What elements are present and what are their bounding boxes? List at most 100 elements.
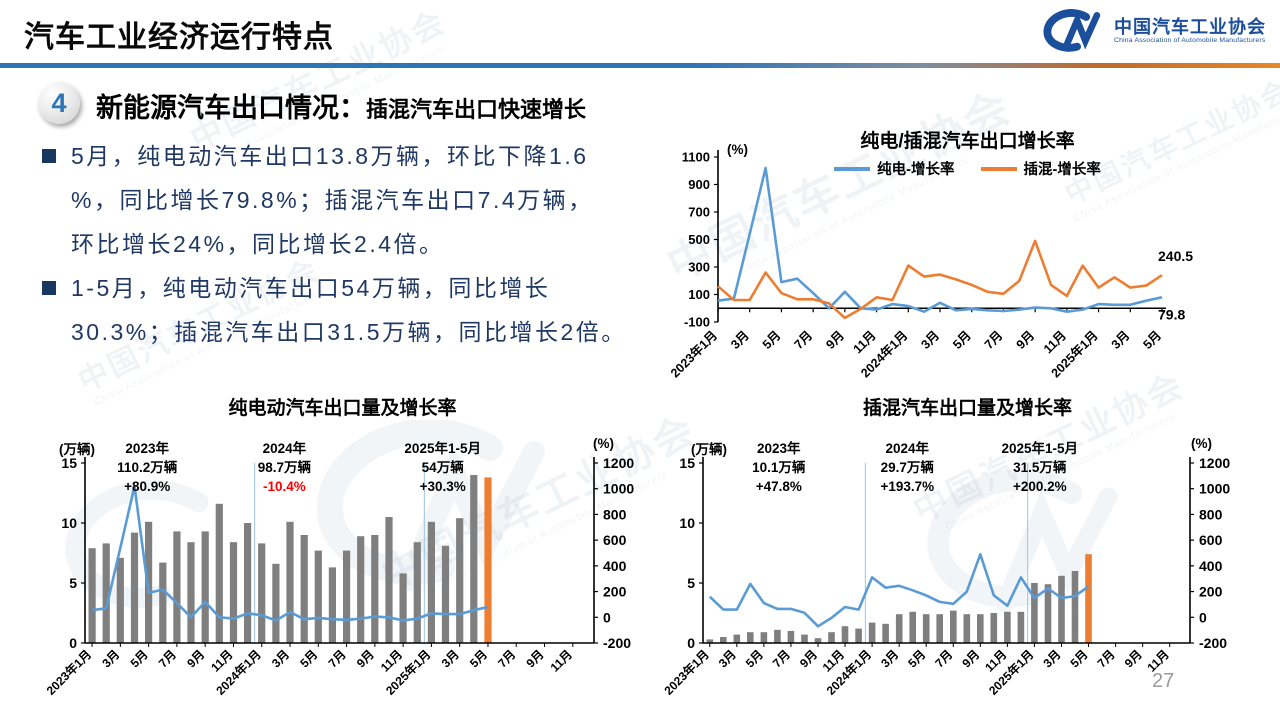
svg-text:-200: -200	[1199, 635, 1227, 651]
svg-text:-200: -200	[603, 635, 631, 651]
svg-text:0: 0	[687, 635, 695, 651]
svg-text:7月: 7月	[495, 647, 518, 670]
svg-text:7月: 7月	[982, 328, 1006, 352]
chart-growth-lines: 纯电/插混汽车出口增长率 纯电-增长率 插混-增长率 (%) 1100 900 70…	[655, 124, 1280, 392]
axis-unit-label: (万辆)	[691, 442, 727, 457]
svg-text:9月: 9月	[524, 647, 547, 670]
svg-text:2024年: 2024年	[886, 440, 930, 456]
axis-unit-label: (%)	[1191, 436, 1212, 451]
section-subtitle: 插混汽车出口快速增长	[366, 97, 587, 122]
svg-text:1200: 1200	[603, 455, 634, 471]
svg-text:-10.4%: -10.4%	[263, 479, 306, 494]
svg-text:9月: 9月	[1122, 647, 1145, 670]
org-name-cn: 中国汽车工业协会	[1114, 16, 1266, 37]
legend-item-phev: 插混-增长率	[980, 158, 1101, 179]
svg-text:7月: 7月	[1095, 647, 1118, 670]
svg-text:5月: 5月	[1068, 647, 1091, 670]
svg-text:9月: 9月	[184, 647, 207, 670]
svg-text:15: 15	[61, 455, 77, 471]
svg-text:0: 0	[603, 609, 611, 625]
svg-text:7月: 7月	[792, 328, 816, 352]
svg-text:3月: 3月	[1109, 328, 1133, 352]
svg-text:5月: 5月	[743, 647, 766, 670]
svg-text:+80.9%: +80.9%	[124, 479, 170, 494]
svg-text:9月: 9月	[823, 328, 847, 352]
list-item: 5月，纯电动汽车出口13.8万辆，环比下降1.6 %，同比增长79.8%；插混汽…	[42, 134, 648, 266]
chart-bev-exports: 纯电动汽车出口量及增长率 (万辆) (%) 15 10 5 0 1200 1000 800 6…	[35, 391, 650, 719]
svg-text:1000: 1000	[603, 481, 634, 497]
svg-text:2023年: 2023年	[125, 440, 169, 456]
svg-text:900: 900	[688, 177, 710, 192]
svg-text:98.7万辆: 98.7万辆	[258, 459, 312, 475]
svg-text:800: 800	[603, 506, 627, 522]
svg-text:+200.2%: +200.2%	[1013, 479, 1067, 494]
svg-text:11月: 11月	[1041, 328, 1069, 356]
svg-text:2024年: 2024年	[263, 440, 307, 456]
section-heading: 新能源汽车出口情况： 插混汽车出口快速增长	[96, 86, 586, 125]
svg-text:10: 10	[61, 515, 77, 531]
chart-title: 插混汽车出口量及增长率	[862, 398, 1072, 419]
svg-text:2023年: 2023年	[757, 440, 801, 456]
svg-text:2025年1-5月: 2025年1-5月	[404, 440, 481, 456]
svg-text:10: 10	[679, 515, 695, 531]
svg-text:5月: 5月	[467, 647, 490, 670]
page-title: 汽车工业经济运行特点	[24, 21, 334, 54]
page-number: 27	[1152, 670, 1175, 692]
section-title: 新能源汽车出口情况：	[96, 93, 366, 123]
bullet-line: %，同比增长79.8%；插混汽车出口7.4万辆，	[71, 187, 594, 213]
svg-text:3月: 3月	[728, 328, 752, 352]
axis-unit-label: (万辆)	[59, 442, 95, 457]
svg-text:9月: 9月	[959, 647, 982, 670]
svg-text:11月: 11月	[548, 647, 575, 674]
svg-text:3月: 3月	[878, 647, 901, 670]
chart-legend: 纯电-增长率 插混-增长率	[655, 158, 1280, 179]
bullet-line: 1-5月，纯电动汽车出口54万辆，同比增长	[71, 275, 551, 301]
svg-text:0: 0	[69, 635, 77, 651]
svg-text:2023年1月: 2023年1月	[667, 328, 720, 381]
svg-text:3月: 3月	[716, 647, 739, 670]
svg-text:3月: 3月	[1041, 647, 1064, 670]
bullet-line: 30.3%；插混汽车出口31.5万辆，同比增长2倍。	[71, 319, 627, 345]
svg-text:800: 800	[1199, 506, 1223, 522]
svg-text:5月: 5月	[297, 647, 320, 670]
bullet-square-icon	[42, 149, 56, 163]
svg-text:3月: 3月	[439, 647, 462, 670]
svg-text:2023年1月: 2023年1月	[661, 647, 712, 698]
svg-text:300: 300	[688, 260, 710, 275]
org-logo: 中国汽车工业协会 China Association of Automobile…	[1040, 8, 1266, 54]
bullet-line: 5月，纯电动汽车出口13.8万辆，环比下降1.6	[71, 143, 589, 169]
svg-text:240.5: 240.5	[1158, 248, 1193, 264]
svg-text:5月: 5月	[128, 647, 151, 670]
legend-swatch-orange	[980, 166, 1017, 171]
svg-text:11月: 11月	[851, 328, 879, 356]
svg-text:0: 0	[1199, 609, 1207, 625]
svg-text:79.8: 79.8	[1158, 306, 1185, 322]
caam-swoosh-icon	[1043, 9, 1101, 52]
svg-text:-100: -100	[684, 315, 710, 330]
axis-unit-label: (%)	[727, 142, 748, 157]
svg-text:5月: 5月	[760, 328, 784, 352]
svg-text:400: 400	[603, 558, 627, 574]
section-number-badge: 4	[38, 82, 80, 124]
svg-text:3月: 3月	[269, 647, 292, 670]
svg-text:600: 600	[1199, 532, 1223, 548]
svg-text:1100: 1100	[682, 150, 710, 165]
legend-swatch-blue	[834, 166, 871, 171]
svg-text:5: 5	[69, 575, 77, 591]
svg-text:110.2万辆: 110.2万辆	[117, 459, 178, 475]
svg-text:7月: 7月	[770, 647, 793, 670]
org-name-en: China Association of Automobile Manufact…	[1114, 37, 1266, 45]
legend-item-bev: 纯电-增长率	[834, 158, 955, 179]
svg-text:2025年1-5月: 2025年1-5月	[1002, 440, 1079, 456]
svg-text:5月: 5月	[1140, 328, 1164, 352]
svg-text:1000: 1000	[1199, 481, 1230, 497]
svg-text:7月: 7月	[326, 647, 349, 670]
svg-text:3月: 3月	[99, 647, 122, 670]
list-item: 1-5月，纯电动汽车出口54万辆，同比增长 30.3%；插混汽车出口31.5万辆…	[42, 266, 648, 354]
svg-text:500: 500	[688, 232, 710, 247]
svg-text:5月: 5月	[905, 647, 928, 670]
svg-text:9月: 9月	[1014, 328, 1038, 352]
svg-text:100: 100	[688, 287, 710, 302]
svg-text:2023年1月: 2023年1月	[43, 647, 94, 698]
